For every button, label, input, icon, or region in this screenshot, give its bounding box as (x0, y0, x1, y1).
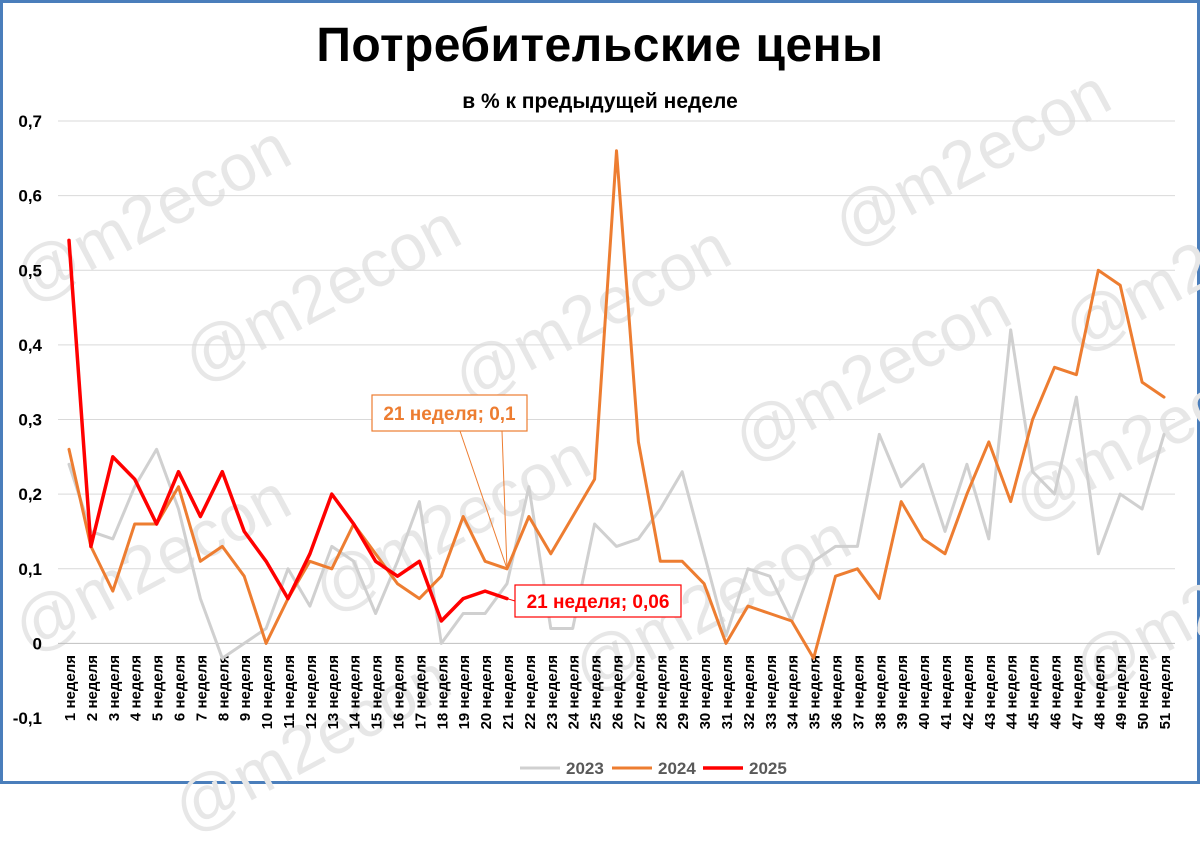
y-tick-label: 0,6 (18, 187, 42, 206)
y-tick-label: 0,5 (18, 261, 42, 280)
x-tick-label: 24 неделя (566, 655, 583, 729)
series-line-2023 (67, 328, 1166, 660)
legend-label-2024: 2024 (658, 759, 696, 778)
x-tick-label: 1 неделя (62, 655, 79, 721)
line-chart: -0,1 0 0,1 0,2 0,3 0,4 0,5 0,6 0,7 1 неделя 2 неде… (13, 112, 1175, 778)
x-tick-label: 37 неделя (850, 655, 867, 729)
x-tick-label: 45 неделя (1026, 655, 1043, 729)
y-tick-label: 0,3 (18, 411, 42, 430)
annotation-box (371, 394, 528, 432)
x-tick-label: 9 неделя (237, 655, 254, 721)
x-tick-label: 17 неделя (412, 655, 429, 729)
x-tick-label: 6 неделя (171, 655, 188, 721)
x-tick-label: 5 неделя (150, 655, 167, 721)
x-tick-label: 13 неделя (325, 655, 342, 729)
annotation-callout-line (459, 430, 508, 569)
x-tick-label: 42 неделя (960, 655, 977, 729)
x-tick-label: 49 неделя (1113, 655, 1130, 729)
x-tick-label: 30 неделя (697, 655, 714, 729)
x-tick-label: 47 неделя (1069, 655, 1086, 729)
x-tick-label: 29 неделя (675, 655, 692, 729)
x-tick-label: 16 неделя (390, 655, 407, 729)
y-tick-label: 0 (33, 634, 42, 653)
chart-subtitle: в % к предыдущей неделе (462, 90, 738, 113)
x-tick-label: 18 неделя (434, 655, 451, 729)
series-line-2024 (67, 149, 1166, 660)
x-tick-label: 46 неделя (1048, 655, 1065, 729)
x-tick-label: 36 неделя (829, 655, 846, 729)
x-tick-label: 39 неделя (894, 655, 911, 729)
x-tick-label: 28 неделя (653, 655, 670, 729)
chart-title: Потребительские цены (316, 19, 884, 72)
x-tick-label: 14 неделя (347, 655, 364, 729)
x-tick-label: 33 неделя (763, 655, 780, 729)
x-tick-label: 4 неделя (128, 655, 145, 721)
x-tick-label: 34 неделя (785, 655, 802, 729)
x-tick-label: 32 неделя (741, 655, 758, 729)
y-tick-label: 0,1 (18, 560, 42, 579)
x-tick-label: 44 неделя (1004, 655, 1021, 729)
x-tick-label: 7 неделя (193, 655, 210, 721)
y-tick-label: 0,7 (18, 112, 42, 131)
x-tick-label: 26 неделя (610, 655, 627, 729)
x-tick-label: 20 неделя (478, 655, 495, 729)
series-line-2025 (67, 238, 509, 623)
x-tick-label: 10 неделя (259, 655, 276, 729)
legend-label-2025: 2025 (749, 759, 787, 778)
x-tick-label: 11 неделя (281, 655, 298, 729)
y-tick-label: -0,1 (13, 709, 42, 728)
annotation-callout-line (506, 598, 516, 602)
x-tick-label: 51 неделя (1157, 655, 1174, 729)
x-tick-label: 23 неделя (544, 655, 561, 729)
y-tick-label: 0,4 (18, 336, 42, 355)
annotation-label: 21 неделя; 0,1 (383, 404, 516, 425)
x-tick-label: 38 неделя (872, 655, 889, 729)
x-tick-label: 21 неделя (500, 655, 517, 729)
x-tick-label: 43 неделя (982, 655, 999, 729)
annotation-box (514, 584, 682, 618)
x-tick-label: 22 неделя (522, 655, 539, 729)
x-tick-label: 40 неделя (916, 655, 933, 729)
x-tick-label: 19 неделя (456, 655, 473, 729)
legend-label-2023: 2023 (566, 759, 604, 778)
x-tick-label: 2 неделя (84, 655, 101, 721)
x-tick-label: 41 неделя (938, 655, 955, 729)
x-tick-label: 3 неделя (106, 655, 123, 721)
annotation-label: 21 неделя; 0,06 (527, 592, 670, 613)
x-tick-label: 35 неделя (807, 655, 824, 729)
x-tick-label: 25 неделя (588, 655, 605, 729)
x-tick-label: 48 неделя (1091, 655, 1108, 729)
x-tick-label: 15 неделя (369, 655, 386, 729)
x-tick-label: 31 неделя (719, 655, 736, 729)
x-tick-label: 12 неделя (303, 655, 320, 729)
y-tick-label: 0,2 (18, 485, 42, 504)
x-tick-label: 8 неделя (215, 655, 232, 721)
x-tick-label: 27 неделя (631, 655, 648, 729)
x-tick-label: 50 неделя (1135, 655, 1152, 729)
